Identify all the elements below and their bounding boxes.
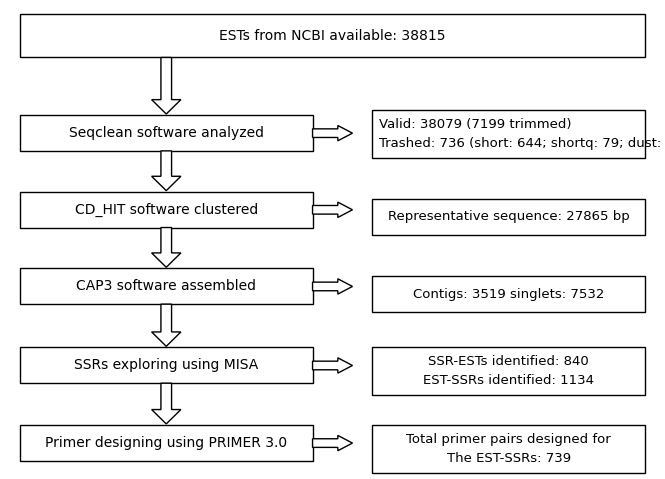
FancyBboxPatch shape bbox=[20, 14, 645, 57]
FancyArrow shape bbox=[313, 435, 352, 451]
Text: ESTs from NCBI available: 38815: ESTs from NCBI available: 38815 bbox=[219, 29, 446, 43]
FancyArrow shape bbox=[152, 304, 181, 346]
Text: CAP3 software assembled: CAP3 software assembled bbox=[76, 279, 256, 293]
FancyBboxPatch shape bbox=[372, 425, 645, 473]
Text: Total primer pairs designed for
The EST-SSRs: 739: Total primer pairs designed for The EST-… bbox=[406, 433, 611, 465]
Text: Primer designing using PRIMER 3.0: Primer designing using PRIMER 3.0 bbox=[45, 436, 287, 450]
FancyBboxPatch shape bbox=[372, 276, 645, 312]
FancyBboxPatch shape bbox=[372, 347, 645, 395]
FancyBboxPatch shape bbox=[372, 199, 645, 235]
FancyArrow shape bbox=[313, 358, 352, 373]
FancyArrow shape bbox=[152, 151, 181, 191]
Text: SSRs exploring using MISA: SSRs exploring using MISA bbox=[74, 358, 259, 372]
FancyArrow shape bbox=[313, 279, 352, 294]
FancyBboxPatch shape bbox=[372, 110, 645, 158]
Text: SSR-ESTs identified: 840
EST-SSRs identified: 1134: SSR-ESTs identified: 840 EST-SSRs identi… bbox=[423, 355, 595, 387]
Text: CD_HIT software clustered: CD_HIT software clustered bbox=[74, 203, 258, 217]
FancyBboxPatch shape bbox=[20, 192, 313, 228]
Text: Representative sequence: 27865 bp: Representative sequence: 27865 bp bbox=[388, 210, 630, 223]
Text: Contigs: 3519 singlets: 7532: Contigs: 3519 singlets: 7532 bbox=[413, 288, 604, 301]
FancyBboxPatch shape bbox=[20, 425, 313, 461]
FancyArrow shape bbox=[152, 383, 181, 424]
FancyBboxPatch shape bbox=[20, 268, 313, 304]
Text: Valid: 38079 (7199 trimmed)
Trashed: 736 (short: 644; shortq: 79; dust: 13): Valid: 38079 (7199 trimmed) Trashed: 736… bbox=[379, 118, 665, 150]
FancyArrow shape bbox=[152, 228, 181, 267]
FancyArrow shape bbox=[313, 202, 352, 217]
FancyArrow shape bbox=[313, 125, 352, 141]
FancyBboxPatch shape bbox=[20, 347, 313, 383]
FancyBboxPatch shape bbox=[20, 115, 313, 151]
FancyArrow shape bbox=[152, 57, 181, 114]
Text: Seqclean software analyzed: Seqclean software analyzed bbox=[68, 126, 264, 140]
